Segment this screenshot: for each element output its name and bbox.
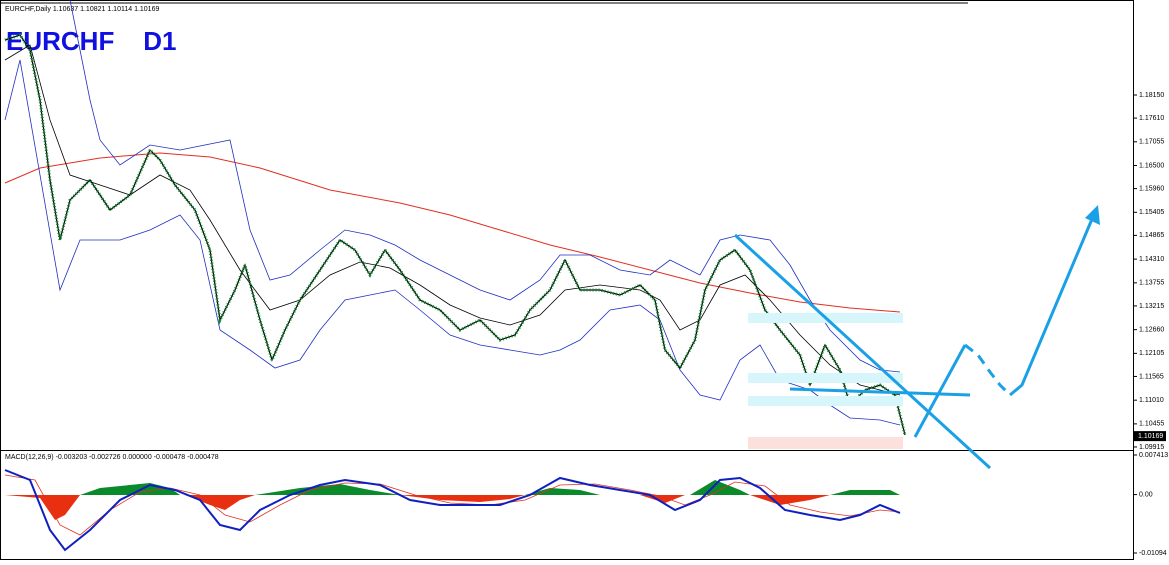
price-label: 1.12105	[1139, 350, 1164, 357]
projection	[913, 344, 967, 438]
zone	[748, 373, 903, 383]
bollinger-upper	[69, 0, 901, 373]
trendline	[733, 233, 992, 470]
price-label: 1.15960	[1139, 185, 1164, 192]
bollinger-middle	[4, 44, 901, 396]
price-label: 1.17610	[1139, 115, 1164, 122]
price-label: 1.18150	[1139, 92, 1164, 99]
macd-signal	[4, 474, 901, 536]
histogram-positive	[690, 480, 750, 495]
macd-line	[4, 469, 901, 552]
histogram-negative	[5, 495, 80, 520]
moving-average-200	[4, 152, 901, 313]
symbol-info: EURCHF,Daily 1.10637 1.10821 1.10114 1.1…	[5, 6, 159, 13]
arrow-head	[1085, 205, 1100, 225]
price-label: 1.10455	[1139, 421, 1164, 428]
drawings	[733, 205, 1100, 470]
price-label: 1.11565	[1139, 373, 1164, 380]
current-price: 1.10169	[1138, 433, 1163, 440]
bollinger-lower	[4, 59, 901, 426]
price-label: 1.13215	[1139, 303, 1164, 310]
histogram-negative	[400, 495, 525, 502]
price-label: 1.09915	[1139, 444, 1164, 451]
price-label: 1.13755	[1139, 280, 1164, 287]
histogram-positive	[255, 484, 400, 495]
projection	[964, 343, 1012, 397]
zone	[748, 437, 903, 449]
macd-axis-label: -0.01094	[1139, 550, 1167, 557]
price-label: 1.14310	[1139, 256, 1164, 263]
price-label: 1.12660	[1139, 326, 1164, 333]
price-label: 1.15405	[1139, 209, 1164, 216]
chart-frame	[0, 0, 1134, 560]
macd-axis-label: 0.007413	[1139, 452, 1168, 459]
price-label: 1.16500	[1139, 162, 1164, 169]
macd-axis-label: 0.00	[1139, 491, 1153, 498]
histogram-positive	[525, 488, 600, 495]
histogram-positive	[830, 490, 900, 495]
zone	[748, 396, 903, 406]
price-label: 1.11010	[1139, 397, 1164, 404]
current-price-box	[1134, 431, 1166, 442]
histogram-negative	[640, 495, 685, 503]
chart-title: EURCHF D1	[6, 26, 176, 56]
price-label: 1.17055	[1139, 139, 1164, 146]
price-label: 1.14865	[1139, 232, 1164, 239]
macd-panel: MACD(12,26,9) -0.003203 -0.002726 0.0000…	[4, 454, 901, 552]
macd-label: MACD(12,26,9) -0.003203 -0.002726 0.0000…	[5, 454, 219, 461]
projection	[1009, 211, 1097, 397]
histogram-negative	[185, 495, 255, 510]
